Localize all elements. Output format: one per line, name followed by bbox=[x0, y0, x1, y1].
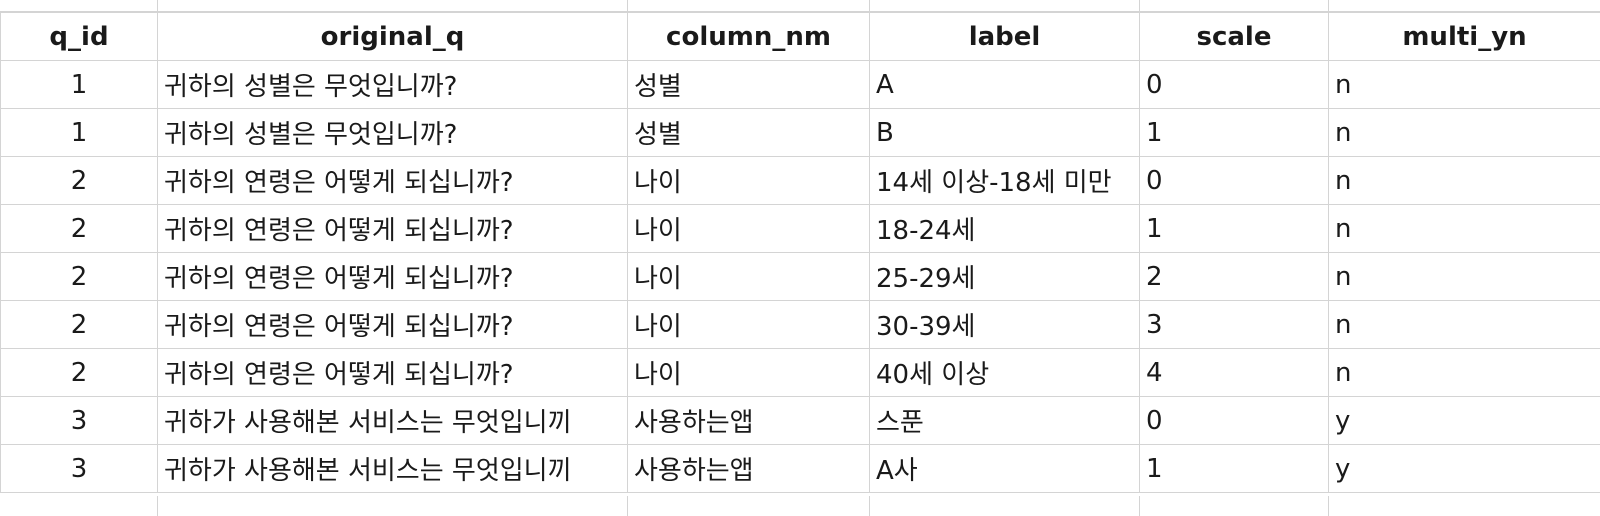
cell-label[interactable]: 스푼 bbox=[869, 396, 1140, 445]
cell-q-id[interactable]: 2 bbox=[0, 252, 158, 301]
header-cell-column-nm[interactable]: column_nm bbox=[627, 12, 870, 61]
header-cell-scale[interactable]: scale bbox=[1139, 12, 1329, 61]
cell-original-q[interactable]: 귀하가 사용해본 서비스는 무엇입니끼 bbox=[157, 396, 628, 445]
table-row: 2 귀하의 연령은 어떻게 되십니까? 나이 18-24세 1 n bbox=[0, 204, 1600, 253]
cell-multi-yn[interactable]: n bbox=[1328, 108, 1600, 157]
table-row: 1 귀하의 성별은 무엇입니까? 성별 B 1 n bbox=[0, 108, 1600, 157]
cell-label[interactable]: A bbox=[869, 60, 1140, 109]
gridline bbox=[869, 496, 870, 516]
cell-column-nm[interactable]: 사용하는앱 bbox=[627, 444, 870, 493]
cell-original-q[interactable]: 귀하의 연령은 어떻게 되십니까? bbox=[157, 300, 628, 349]
table-row: 2 귀하의 연령은 어떻게 되십니까? 나이 14세 이상-18세 미만 0 n bbox=[0, 156, 1600, 205]
cell-q-id[interactable]: 3 bbox=[0, 444, 158, 493]
table-row: 3 귀하가 사용해본 서비스는 무엇입니끼 사용하는앱 스푼 0 y bbox=[0, 396, 1600, 445]
cell-multi-yn[interactable]: n bbox=[1328, 156, 1600, 205]
cell-column-nm[interactable]: 나이 bbox=[627, 348, 870, 397]
header-cell-label[interactable]: label bbox=[869, 12, 1140, 61]
cell-column-nm[interactable]: 나이 bbox=[627, 204, 870, 253]
cell-label[interactable]: B bbox=[869, 108, 1140, 157]
cell-q-id[interactable]: 2 bbox=[0, 348, 158, 397]
cell-scale[interactable]: 0 bbox=[1139, 156, 1329, 205]
cell-scale[interactable]: 0 bbox=[1139, 396, 1329, 445]
gridline bbox=[1139, 0, 1140, 12]
header-row: q_id original_q column_nm label scale mu… bbox=[0, 12, 1600, 61]
cell-multi-yn[interactable]: y bbox=[1328, 444, 1600, 493]
cell-original-q[interactable]: 귀하의 연령은 어떻게 되십니까? bbox=[157, 252, 628, 301]
previous-row-strip bbox=[0, 0, 1600, 12]
cell-q-id[interactable]: 2 bbox=[0, 300, 158, 349]
header-cell-original-q[interactable]: original_q bbox=[157, 12, 628, 61]
cell-scale[interactable]: 2 bbox=[1139, 252, 1329, 301]
cell-multi-yn[interactable]: y bbox=[1328, 396, 1600, 445]
cell-column-nm[interactable]: 나이 bbox=[627, 252, 870, 301]
cell-original-q[interactable]: 귀하의 연령은 어떻게 되십니까? bbox=[157, 156, 628, 205]
cell-multi-yn[interactable]: n bbox=[1328, 204, 1600, 253]
cell-q-id[interactable]: 1 bbox=[0, 60, 158, 109]
cell-column-nm[interactable]: 성별 bbox=[627, 60, 870, 109]
cell-scale[interactable]: 1 bbox=[1139, 108, 1329, 157]
header-cell-multi-yn[interactable]: multi_yn bbox=[1328, 12, 1600, 61]
cell-q-id[interactable]: 3 bbox=[0, 396, 158, 445]
table-row: 2 귀하의 연령은 어떻게 되십니까? 나이 30-39세 3 n bbox=[0, 300, 1600, 349]
cell-label[interactable]: 18-24세 bbox=[869, 204, 1140, 253]
cell-label[interactable]: 14세 이상-18세 미만 bbox=[869, 156, 1140, 205]
cell-scale[interactable]: 4 bbox=[1139, 348, 1329, 397]
cell-column-nm[interactable]: 나이 bbox=[627, 156, 870, 205]
table-row: 1 귀하의 성별은 무엇입니까? 성별 A 0 n bbox=[0, 60, 1600, 109]
table-row: 3 귀하가 사용해본 서비스는 무엇입니끼 사용하는앱 A사 1 y bbox=[0, 444, 1600, 493]
table-row: 2 귀하의 연령은 어떻게 되십니까? 나이 40세 이상 4 n bbox=[0, 348, 1600, 397]
cell-column-nm[interactable]: 사용하는앱 bbox=[627, 396, 870, 445]
cell-original-q[interactable]: 귀하의 성별은 무엇입니까? bbox=[157, 108, 628, 157]
gridline bbox=[157, 496, 158, 516]
gridline bbox=[627, 0, 628, 12]
cell-label[interactable]: A사 bbox=[869, 444, 1140, 493]
cell-q-id[interactable]: 1 bbox=[0, 108, 158, 157]
cell-scale[interactable]: 0 bbox=[1139, 60, 1329, 109]
cell-q-id[interactable]: 2 bbox=[0, 156, 158, 205]
gridline bbox=[627, 496, 628, 516]
cell-column-nm[interactable]: 성별 bbox=[627, 108, 870, 157]
cell-multi-yn[interactable]: n bbox=[1328, 300, 1600, 349]
cell-multi-yn[interactable]: n bbox=[1328, 60, 1600, 109]
cell-multi-yn[interactable]: n bbox=[1328, 348, 1600, 397]
data-table: q_id original_q column_nm label scale mu… bbox=[0, 12, 1600, 493]
cell-original-q[interactable]: 귀하의 성별은 무엇입니까? bbox=[157, 60, 628, 109]
cell-scale[interactable]: 1 bbox=[1139, 204, 1329, 253]
cell-column-nm[interactable]: 나이 bbox=[627, 300, 870, 349]
gridline bbox=[1139, 496, 1140, 516]
gridline bbox=[157, 0, 158, 12]
next-row-strip bbox=[0, 496, 1600, 516]
cell-original-q[interactable]: 귀하의 연령은 어떻게 되십니까? bbox=[157, 348, 628, 397]
cell-multi-yn[interactable]: n bbox=[1328, 252, 1600, 301]
cell-label[interactable]: 40세 이상 bbox=[869, 348, 1140, 397]
cell-scale[interactable]: 3 bbox=[1139, 300, 1329, 349]
gridline bbox=[869, 0, 870, 12]
table-row: 2 귀하의 연령은 어떻게 되십니까? 나이 25-29세 2 n bbox=[0, 252, 1600, 301]
cell-scale[interactable]: 1 bbox=[1139, 444, 1329, 493]
cell-label[interactable]: 30-39세 bbox=[869, 300, 1140, 349]
gridline bbox=[1328, 0, 1329, 12]
cell-label[interactable]: 25-29세 bbox=[869, 252, 1140, 301]
cell-original-q[interactable]: 귀하가 사용해본 서비스는 무엇입니끼 bbox=[157, 444, 628, 493]
cell-original-q[interactable]: 귀하의 연령은 어떻게 되십니까? bbox=[157, 204, 628, 253]
header-cell-q-id[interactable]: q_id bbox=[0, 12, 158, 61]
gridline bbox=[1328, 496, 1329, 516]
cell-q-id[interactable]: 2 bbox=[0, 204, 158, 253]
